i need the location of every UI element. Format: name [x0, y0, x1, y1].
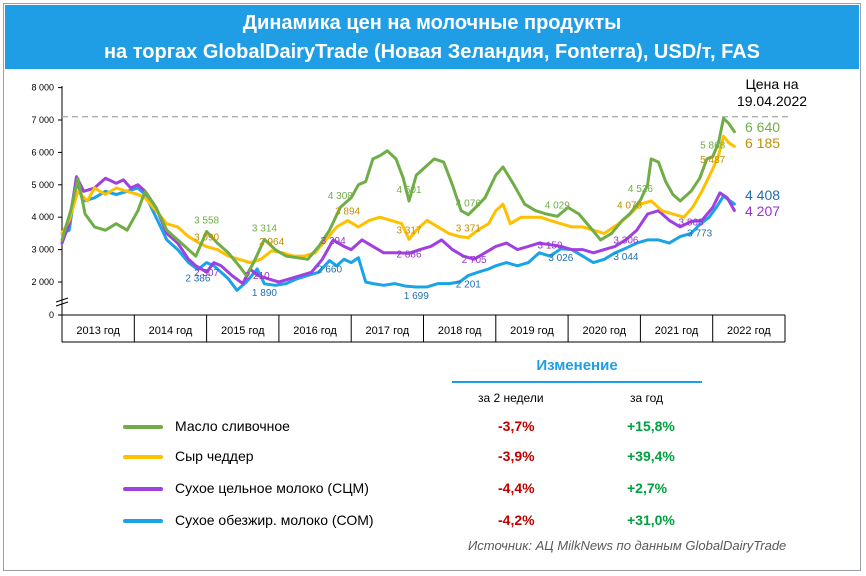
smp-data-label: 3 773	[687, 229, 712, 240]
change-two-weeks: -4,4%	[498, 480, 535, 496]
cheddar-series-line	[60, 134, 736, 265]
wmp-end-value: 4 207	[745, 203, 780, 219]
change-header-underline	[452, 381, 702, 383]
change-year: +39,4%	[627, 448, 675, 464]
legend-line	[123, 519, 163, 523]
x-category-label: 2022 год	[727, 325, 771, 337]
butter-data-label: 3 558	[194, 216, 219, 227]
butter-data-label: 4 526	[628, 184, 653, 195]
legend-line	[123, 455, 163, 459]
y-tick-label: 7 000	[31, 115, 54, 125]
title-bar: Динамика цен на молочные продукты на тор…	[5, 5, 859, 69]
title-line-2: на торгах GlobalDairyTrade (Новая Зеланд…	[103, 41, 761, 63]
x-category-label: 2014 год	[149, 325, 193, 337]
source-note: Источник: АЦ MilkNews по данным GlobalDa…	[468, 538, 787, 553]
wmp-data-label: 3 294	[321, 236, 346, 247]
butter-series-line	[60, 116, 736, 277]
legend-label: Сухое цельное молоко (СЦМ)	[175, 480, 369, 496]
axis-break-mark	[55, 297, 69, 303]
wmp-data-label: 3 866	[678, 218, 703, 229]
wmp-data-label: 2 307	[194, 268, 219, 279]
legend-label: Масло сливочное	[175, 418, 290, 434]
y-tick-label: 6 000	[31, 147, 54, 157]
legend-label: Сыр чеддер	[175, 448, 254, 464]
cheddar-data-label: 4 078	[617, 201, 642, 212]
x-category-label: 2013 год	[76, 325, 120, 337]
change-header: Изменение	[536, 357, 618, 374]
y-tick-label: 2 000	[31, 277, 54, 287]
smp-data-label: 2 660	[317, 265, 342, 276]
axis-break-mark	[55, 301, 69, 307]
x-category-label: 2018 год	[438, 325, 482, 337]
smp-data-label: 2 201	[456, 279, 481, 290]
wmp-data-label: 2 705	[462, 255, 487, 266]
price-note-line-1: Цена на	[745, 76, 799, 92]
y-tick-label: 0	[49, 310, 54, 320]
y-tick-label: 5 000	[31, 180, 54, 190]
y-tick-label: 3 000	[31, 245, 54, 255]
smp-data-label: 3 044	[613, 252, 638, 263]
price-note-line-2: 19.04.2022	[736, 93, 808, 109]
change-year: +2,7%	[627, 480, 668, 496]
cheddar-data-label: 3 894	[335, 207, 360, 218]
smp-series-line	[60, 180, 736, 292]
chart-frame	[3, 3, 861, 571]
cheddar-data-label: 3 371	[456, 224, 481, 235]
wmp-data-label: 3 150	[538, 241, 563, 252]
change-two-weeks: -3,9%	[498, 448, 535, 464]
x-category-label: 2016 год	[293, 325, 337, 337]
change-two-weeks: -3,7%	[498, 418, 535, 434]
cheddar-end-value: 6 185	[745, 135, 780, 151]
change-year: +15,8%	[627, 418, 675, 434]
cheddar-data-label: 2 964	[259, 237, 284, 248]
change-col-year: за год	[630, 391, 664, 405]
smp-data-label: 1 890	[252, 288, 277, 299]
cheddar-data-label: 3 090	[194, 233, 219, 244]
x-category-label: 2017 год	[366, 325, 410, 337]
wmp-data-label: 2 886	[397, 249, 422, 260]
butter-end-value: 6 640	[745, 119, 780, 135]
smp-data-label: 3 026	[548, 253, 573, 264]
legend-label: Сухое обезжир. молоко (СОМ)	[175, 512, 374, 528]
butter-data-label: 4 308	[328, 191, 353, 202]
x-category-label: 2015 год	[221, 325, 265, 337]
wmp-data-label: 2 210	[245, 271, 270, 282]
butter-data-label: 3 314	[252, 223, 277, 234]
y-tick-label: 4 000	[31, 212, 54, 222]
x-category-label: 2019 год	[510, 325, 554, 337]
butter-data-label: 5 868	[700, 141, 725, 152]
butter-data-label: 4 501	[397, 185, 422, 196]
butter-data-label: 4 076	[456, 199, 481, 210]
change-col-two-weeks: за 2 недели	[478, 391, 544, 405]
smp-data-label: 2 386	[185, 273, 210, 284]
price-note: Цена на 19.04.2022	[722, 76, 822, 110]
smp-end-value: 4 408	[745, 187, 780, 203]
x-category-label: 2021 год	[655, 325, 699, 337]
title-line-1: Динамика цен на молочные продукты	[242, 12, 622, 34]
cheddar-data-label: 5 487	[700, 155, 725, 166]
y-tick-label: 8 000	[31, 83, 54, 93]
smp-data-label: 1 699	[404, 291, 429, 302]
wmp-data-label: 3 306	[613, 236, 638, 247]
cheddar-data-label: 3 317	[397, 225, 422, 236]
change-two-weeks: -4,2%	[498, 512, 535, 528]
butter-data-label: 4 029	[545, 200, 570, 211]
legend-line	[123, 425, 163, 429]
change-year: +31,0%	[627, 512, 675, 528]
legend-line	[123, 487, 163, 491]
x-category-label: 2020 год	[582, 325, 626, 337]
